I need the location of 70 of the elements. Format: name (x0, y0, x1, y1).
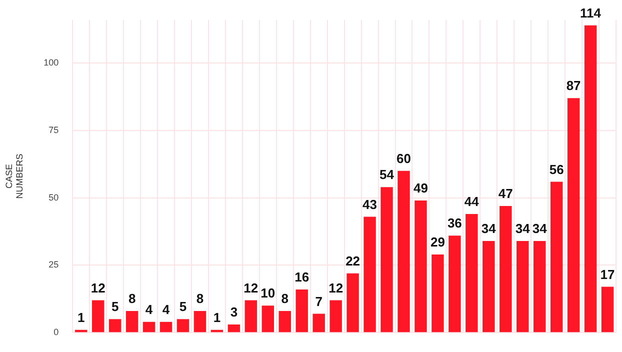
bar (210, 330, 224, 332)
bar (448, 236, 461, 332)
bar (601, 286, 614, 332)
bar (296, 289, 308, 332)
data-label: 4 (145, 302, 154, 317)
bar (346, 273, 359, 332)
data-label: 17 (600, 266, 615, 282)
bar (160, 322, 172, 332)
bar (533, 240, 546, 332)
data-label: 34 (481, 221, 497, 236)
bar (228, 324, 240, 332)
data-label: 7 (315, 294, 322, 309)
data-label: 8 (196, 291, 204, 306)
data-label: 36 (447, 216, 462, 231)
data-label: 16 (294, 270, 310, 285)
data-label: 49 (413, 180, 428, 196)
y-tick-label: 50 (48, 192, 59, 202)
data-label: 12 (328, 280, 344, 296)
bar (176, 319, 190, 332)
bar (244, 300, 258, 332)
bar (142, 322, 156, 332)
bar (500, 206, 512, 332)
bar (74, 330, 88, 332)
bar (432, 254, 444, 332)
bar (380, 187, 393, 332)
data-label: 56 (549, 162, 564, 177)
bar (398, 170, 410, 332)
data-label: 5 (111, 299, 119, 314)
bar (108, 319, 122, 332)
y-axis-title: CASE NUMBERS (4, 154, 25, 199)
y-tick-label: 100 (44, 58, 59, 68)
bar (584, 25, 597, 332)
bar (466, 214, 478, 332)
data-label: 34 (515, 221, 531, 236)
data-label: 34 (532, 221, 548, 236)
bar (482, 240, 495, 332)
data-label: 5 (179, 299, 187, 314)
data-label: 60 (396, 150, 411, 166)
bar (194, 311, 206, 332)
bar (92, 300, 104, 332)
bar (278, 311, 291, 332)
data-label: 12 (244, 280, 258, 296)
bar (262, 306, 274, 332)
data-label: 3 (230, 304, 238, 320)
data-label: 1 (77, 310, 85, 325)
y-tick-label: 25 (48, 260, 59, 270)
data-label: 87 (566, 78, 581, 94)
data-label: 114 (580, 5, 602, 20)
y-tick-label: 0 (54, 327, 59, 338)
data-label: 8 (128, 291, 136, 306)
bar (126, 311, 138, 332)
bar (516, 240, 529, 332)
data-label: 44 (464, 194, 480, 210)
data-label: 8 (281, 291, 288, 306)
data-label: 1 (213, 310, 221, 325)
bar (567, 98, 580, 332)
data-label: 54 (380, 167, 395, 182)
data-label: 12 (90, 280, 106, 296)
data-label: 43 (362, 196, 378, 212)
y-tick-label: 75 (48, 124, 59, 135)
bar (312, 314, 325, 332)
data-label: 10 (260, 286, 276, 301)
bar (364, 216, 376, 332)
data-label: 22 (346, 253, 360, 268)
data-label: 47 (498, 186, 513, 202)
data-label: 29 (430, 234, 445, 250)
bar (550, 182, 563, 332)
data-label: 4 (162, 302, 170, 317)
bar (414, 200, 427, 332)
bar (330, 300, 342, 332)
